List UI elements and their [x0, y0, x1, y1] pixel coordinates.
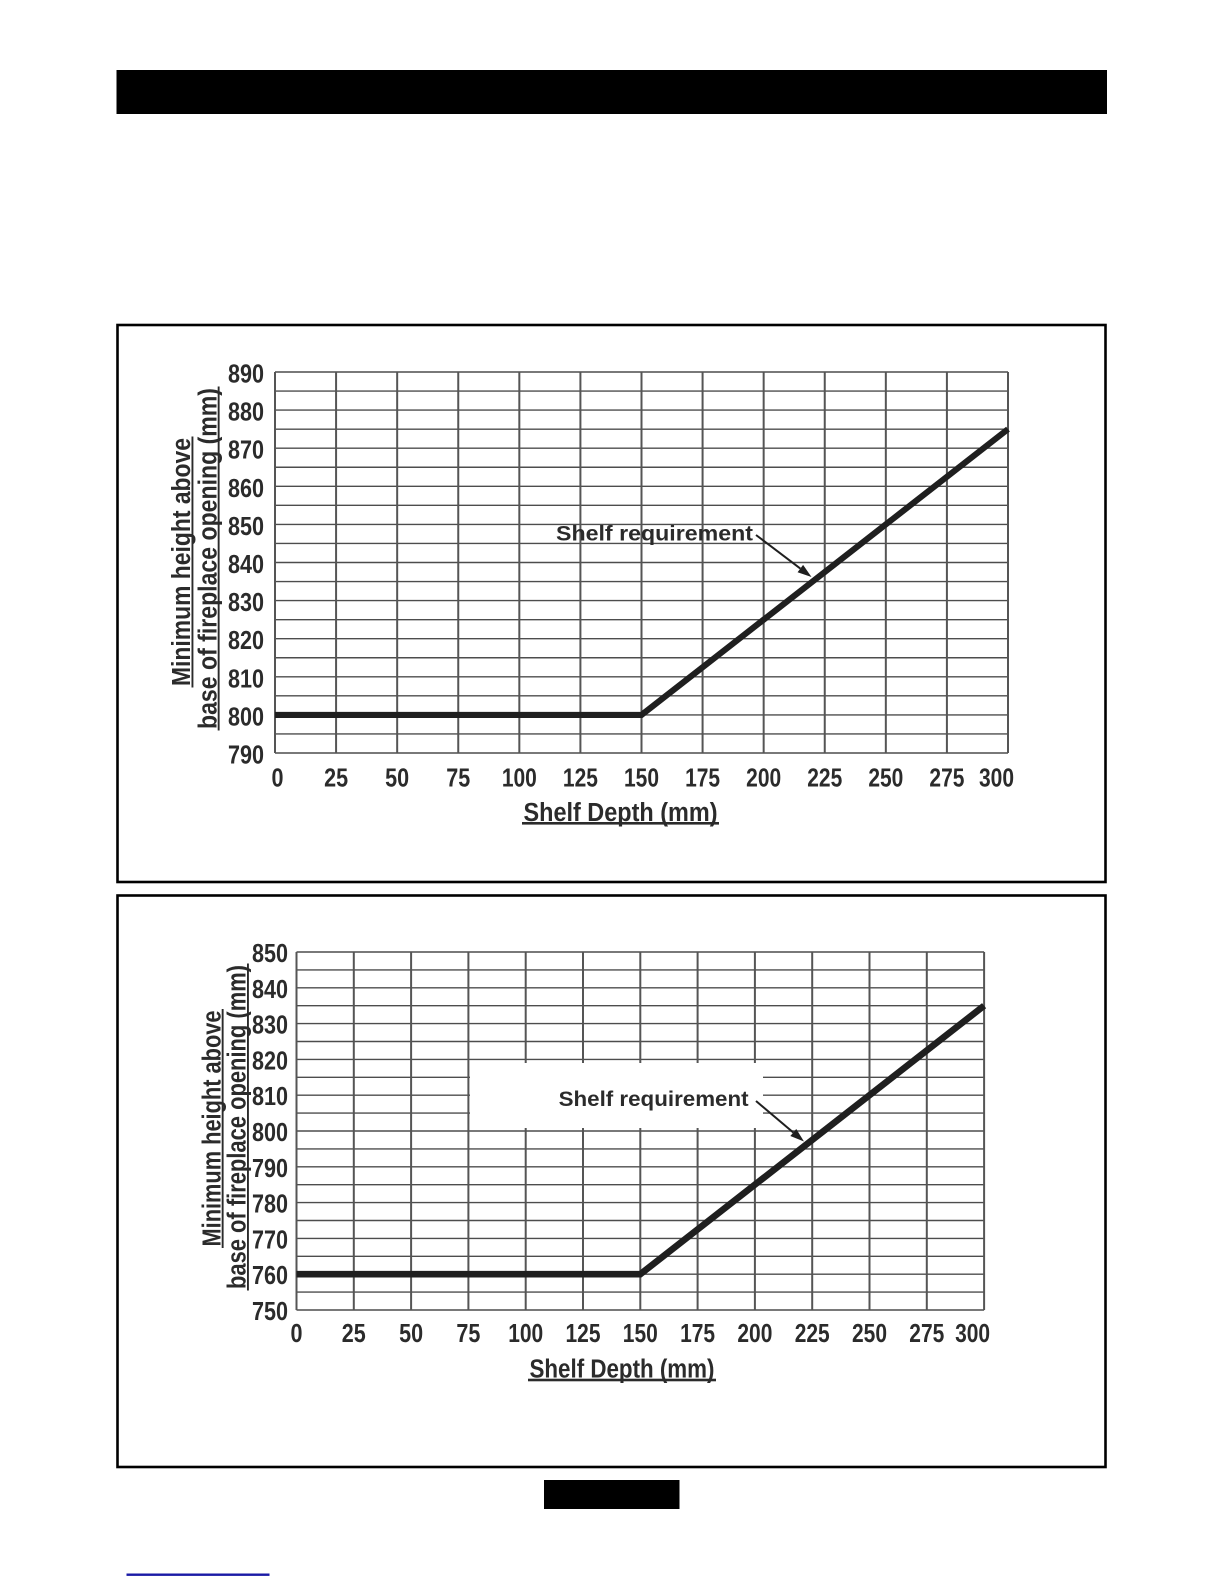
svg-text:770: 770 [252, 1226, 288, 1254]
svg-text:100: 100 [508, 1320, 543, 1348]
svg-text:200: 200 [746, 765, 781, 793]
svg-text:760: 760 [252, 1262, 288, 1290]
svg-text:75: 75 [456, 1320, 480, 1348]
svg-text:Shelf requirement: Shelf requirement [559, 1087, 749, 1111]
svg-text:125: 125 [566, 1320, 601, 1348]
svg-text:890: 890 [228, 361, 264, 389]
svg-text:0: 0 [272, 765, 284, 793]
svg-text:820: 820 [252, 1047, 288, 1075]
svg-text:880: 880 [228, 399, 264, 427]
svg-text:830: 830 [228, 589, 264, 617]
svg-text:810: 810 [252, 1083, 288, 1111]
svg-text:790: 790 [228, 742, 264, 770]
svg-text:75: 75 [446, 765, 470, 793]
svg-text:860: 860 [228, 475, 264, 503]
svg-text:0: 0 [291, 1320, 303, 1348]
svg-text:175: 175 [680, 1320, 715, 1348]
svg-text:800: 800 [252, 1119, 288, 1147]
svg-text:790: 790 [252, 1155, 288, 1183]
svg-text:800: 800 [228, 703, 264, 731]
svg-text:840: 840 [252, 976, 288, 1004]
svg-text:50: 50 [399, 1320, 423, 1348]
svg-text:25: 25 [342, 1320, 366, 1348]
svg-text:850: 850 [228, 513, 264, 541]
svg-text:300: 300 [979, 765, 1014, 793]
svg-text:100: 100 [502, 765, 537, 793]
svg-text:830: 830 [252, 1012, 288, 1040]
svg-text:850: 850 [252, 940, 288, 968]
svg-text:150: 150 [623, 1320, 658, 1348]
svg-text:225: 225 [807, 765, 842, 793]
svg-text:200: 200 [737, 1320, 772, 1348]
svg-text:25: 25 [324, 765, 348, 793]
svg-text:810: 810 [228, 665, 264, 693]
svg-text:780: 780 [252, 1191, 288, 1219]
svg-text:175: 175 [685, 765, 720, 793]
svg-text:820: 820 [228, 627, 264, 655]
svg-text:300: 300 [955, 1320, 990, 1348]
svg-text:275: 275 [909, 1320, 944, 1348]
svg-text:150: 150 [624, 765, 659, 793]
svg-text:250: 250 [868, 765, 903, 793]
svg-text:750: 750 [252, 1298, 288, 1326]
svg-text:840: 840 [228, 551, 264, 579]
svg-text:870: 870 [228, 437, 264, 465]
svg-text:250: 250 [852, 1320, 887, 1348]
svg-text:225: 225 [795, 1320, 830, 1348]
svg-text:Shelf requirement: Shelf requirement [556, 522, 753, 546]
svg-text:50: 50 [385, 765, 409, 793]
svg-text:275: 275 [929, 765, 964, 793]
svg-text:125: 125 [563, 765, 598, 793]
